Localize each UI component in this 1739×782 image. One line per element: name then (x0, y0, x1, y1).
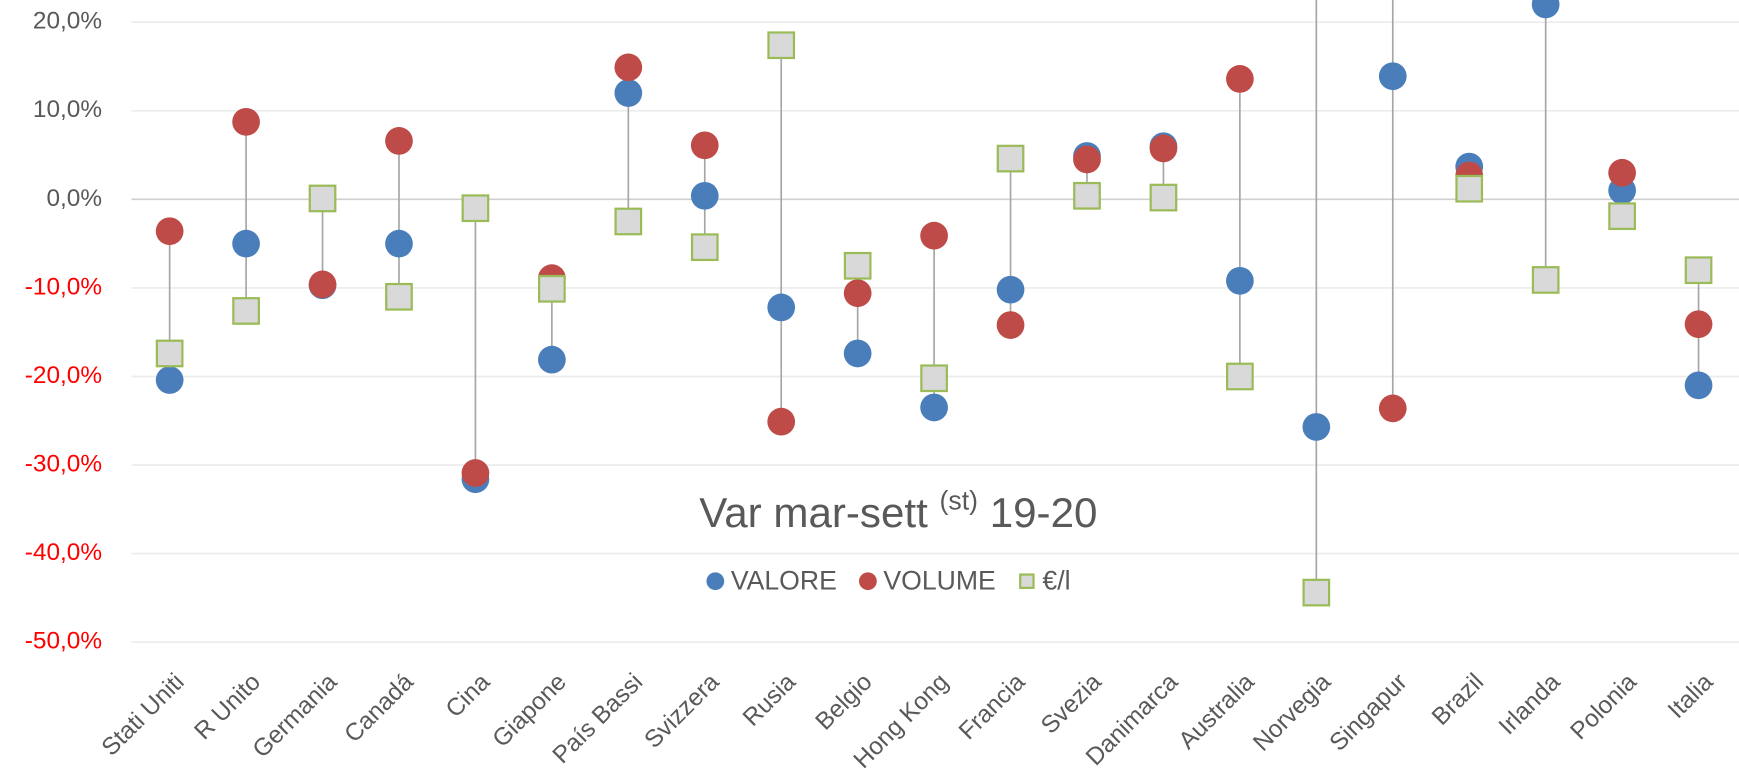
x-tick-label: Svizzera (639, 668, 724, 753)
marker-circle (308, 270, 337, 299)
marker-square (232, 297, 260, 325)
marker-circle (1378, 62, 1407, 91)
legend-label: VOLUME (883, 565, 995, 595)
x-tick-label: Norvegia (1248, 668, 1336, 756)
marker-square (1149, 183, 1178, 212)
marker-square (1531, 266, 1560, 294)
marker-circle (1226, 65, 1254, 93)
marker-circle (538, 345, 566, 374)
marker-circle (690, 131, 719, 160)
chart-title: Var mar-sett (st) 19-20 (699, 476, 1097, 536)
legend-label: VALORE (731, 565, 837, 595)
grid (131, 21, 1739, 644)
marker-square (1455, 174, 1484, 203)
marker-circle (843, 279, 872, 308)
marker-circle (1684, 371, 1713, 400)
marker-circle (767, 293, 796, 322)
legend-item: €/l (1019, 565, 1071, 595)
legend-swatch (1019, 573, 1035, 589)
marker-circle (385, 127, 413, 155)
x-tick-label: Brazil (1427, 669, 1489, 731)
y-tick-label: -40,0% (25, 539, 102, 566)
marker-circle (614, 53, 643, 82)
x-tick-label: Canadá (339, 668, 419, 748)
marker-square (1302, 578, 1331, 607)
marker-circle (461, 459, 490, 487)
x-tick-label: Cina (441, 668, 496, 723)
marker-square (767, 31, 796, 60)
x-tick-label: Rusia (738, 668, 801, 731)
marker-circle (1608, 158, 1636, 187)
marker-square (461, 194, 490, 223)
x-tick-label: Belgio (811, 669, 878, 736)
marker-square (308, 184, 337, 213)
marker-square (1608, 202, 1636, 231)
marker-circle (996, 311, 1025, 339)
axes: -50,0% -40,0% -30,0% -20,0% -10,0% 0,0% 10,0% 2… (25, 8, 1719, 774)
legend-swatch (859, 572, 877, 591)
title-text: Var mar-sett (699, 489, 928, 536)
marker-circle (232, 229, 260, 258)
title-suffix: 19-20 (990, 489, 1098, 536)
x-tick-label: Svezia (1036, 668, 1107, 739)
marker-circle (1073, 145, 1101, 174)
y-tick-label: 10,0% (33, 96, 102, 123)
legend-swatch (706, 572, 725, 591)
legend-label: €/l (1042, 565, 1070, 595)
marker-circle (385, 229, 413, 258)
x-tick-label: Italia (1663, 668, 1719, 724)
marker-square (843, 251, 872, 280)
marker-circle (155, 217, 184, 246)
marker-circle (1378, 394, 1407, 423)
x-tick-label: Irlanda (1494, 668, 1566, 740)
marker-square (690, 233, 719, 262)
marker-circle (843, 339, 872, 368)
title-superscript: (st) (940, 485, 978, 515)
x-tick-label: R Unito (189, 669, 266, 746)
x-tick-label: Singapur (1325, 669, 1413, 757)
x-tick-label: Polonia (1565, 668, 1642, 745)
x-tick-label: Francia (954, 668, 1031, 745)
y-tick-label: -30,0% (25, 450, 102, 477)
marker-circle (1302, 413, 1331, 441)
marker-square (155, 339, 184, 368)
marker-circle (614, 79, 643, 107)
legend-item: VOLUME (859, 565, 996, 595)
marker-circle (155, 366, 184, 394)
marker-circle (1684, 310, 1713, 339)
marker-square (614, 207, 643, 236)
legend-item: VALORE (706, 565, 837, 595)
y-tick-label: 20,0% (33, 8, 102, 35)
marker-circle (232, 107, 260, 136)
marker-circle (1531, 0, 1560, 19)
marker-square (1684, 256, 1713, 285)
marker-square (1073, 181, 1101, 210)
x-tick-label: Germania (248, 668, 343, 763)
legend: VALORE VOLUME €/l (706, 565, 1071, 595)
marker-square (538, 274, 566, 303)
marker-circle (690, 181, 719, 210)
marker-square (1226, 362, 1254, 391)
y-tick-label: -20,0% (25, 362, 102, 389)
x-tick-label: Australia (1174, 668, 1260, 754)
marker-square (385, 282, 413, 311)
marker-circle (1226, 266, 1254, 295)
marker-circle (996, 275, 1025, 304)
marker-circle (1149, 134, 1178, 163)
y-tick-label: -50,0% (25, 628, 102, 655)
marker-circle (767, 407, 796, 436)
marker-circle (920, 221, 948, 250)
y-tick-label: 0,0% (46, 185, 102, 212)
marker-square (920, 364, 948, 393)
y-tick-label: -10,0% (25, 273, 102, 300)
marker-circle (920, 393, 948, 422)
x-tick-label: Stati Uniti (97, 669, 190, 762)
marker-square (996, 144, 1025, 173)
plot-area (155, 0, 1713, 607)
